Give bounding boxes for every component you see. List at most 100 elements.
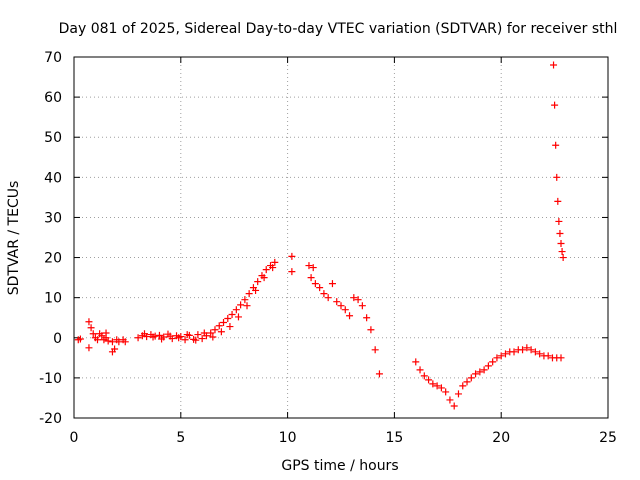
data-point [523,344,531,352]
data-point [228,311,236,319]
data-point [175,334,183,342]
data-point [194,331,202,339]
data-point [121,338,129,346]
data-point [202,332,210,340]
data-point [501,350,509,358]
data-point [209,333,217,341]
data-point [207,329,215,337]
data-point [337,302,345,310]
y-tick-label: -10 [39,371,62,387]
data-point [166,332,174,340]
data-point [437,384,445,392]
data-point [98,332,106,340]
y-tick-label: 30 [44,210,62,226]
data-point [497,352,505,360]
data-point [183,331,191,339]
data-point [104,337,112,345]
data-point [425,376,433,384]
data-point [89,330,97,338]
data-point [85,318,93,326]
data-point [215,322,223,330]
data-point [510,348,518,356]
x-tick-label: 0 [70,430,79,446]
data-point [550,61,558,69]
data-point [198,335,206,343]
data-point [76,335,84,343]
data-point [333,298,341,306]
data-point [140,330,148,338]
data-point [93,336,101,344]
data-point [554,197,562,205]
data-point [341,306,349,314]
data-point [87,324,95,332]
y-tick-label: 20 [44,251,62,267]
data-point [371,346,379,354]
data-point [252,286,260,294]
data-point [271,258,279,266]
data-point [158,335,166,343]
data-point [552,141,560,149]
data-point [115,338,123,346]
data-point [367,326,375,334]
series-dip [412,358,484,410]
data-point [224,315,232,323]
data-point [484,362,492,370]
data-point [307,274,315,282]
y-axis-label: SDTVAR / TECUs [6,181,22,296]
data-point [476,368,484,376]
data-point [288,268,296,276]
data-point [305,262,313,270]
data-point [558,248,566,256]
data-point [192,336,200,344]
data-point [85,344,93,352]
y-tick-label: -20 [39,411,62,427]
x-tick-label: 15 [385,430,403,446]
data-point [555,217,563,225]
series-spike [550,61,567,262]
data-points [74,61,567,410]
data-point [234,313,242,321]
x-tick-label: 20 [492,430,510,446]
series-rise [202,258,279,341]
data-point [429,380,437,388]
data-point [217,328,225,336]
data-point [551,101,559,109]
data-point [346,312,354,320]
data-point [412,358,420,366]
data-point [559,254,567,262]
data-point [544,352,552,360]
data-point [245,290,253,298]
series-noon [288,252,383,378]
data-point [454,390,462,398]
grid-lines [74,57,608,418]
series-low [134,329,208,344]
data-point [260,274,268,282]
data-point [262,266,270,274]
series-early [74,318,129,356]
data-point [553,173,561,181]
data-point [108,338,116,346]
data-point [211,326,219,334]
data-point [316,284,324,292]
data-point [311,280,319,288]
data-point [467,374,475,382]
y-tick-label: 10 [44,291,62,307]
data-point [354,296,362,304]
data-point [463,378,471,386]
x-tick-label: 5 [176,430,185,446]
data-point [358,302,366,310]
data-point [237,301,245,309]
data-point [557,354,565,362]
data-point [254,278,262,286]
data-point [557,240,565,248]
data-point [309,264,317,272]
x-tick-label: 25 [599,430,617,446]
data-point [420,372,428,380]
y-tick-label: 40 [44,170,62,186]
y-tick-label: 60 [44,90,62,106]
x-axis-label: GPS time / hours [281,458,398,474]
series-late [480,344,565,374]
data-point [433,382,441,390]
data-point [527,346,535,354]
